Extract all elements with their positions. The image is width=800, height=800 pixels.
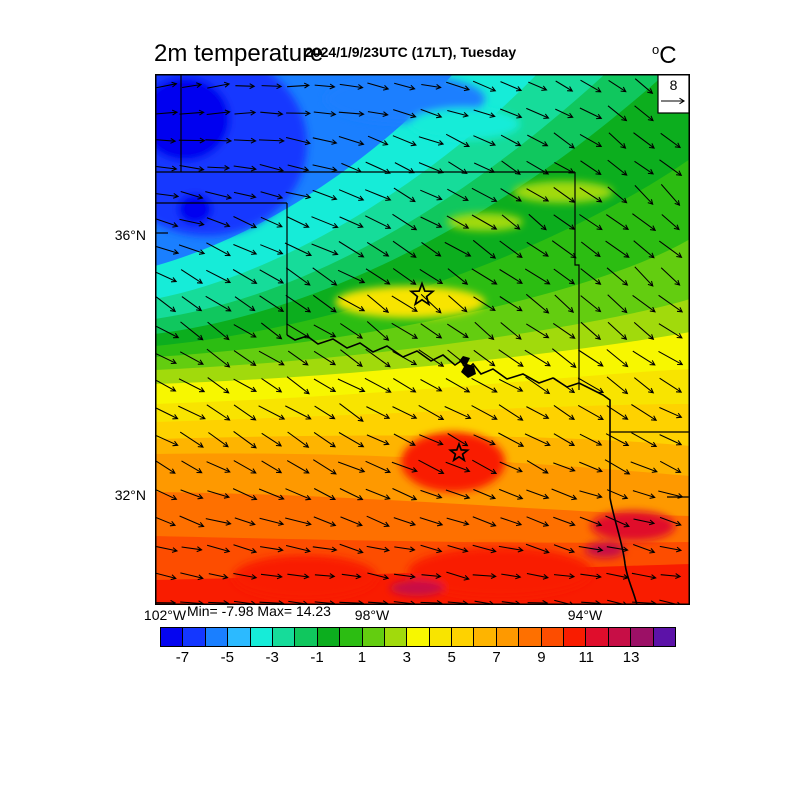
colorbar-cell <box>294 627 318 647</box>
colorbar-cell <box>204 627 229 647</box>
colorbar-cell <box>316 627 341 647</box>
colorbar-tick-label: -1 <box>310 649 324 666</box>
colorbar-tick-label: 3 <box>402 649 411 666</box>
wind-reference-box: 8 <box>657 74 690 114</box>
colorbar-cell <box>361 627 385 647</box>
colorbar-cell <box>630 627 654 647</box>
wind-reference-value: 8 <box>670 77 678 93</box>
colorbar-cell <box>473 627 497 647</box>
lake-texoma <box>459 356 476 378</box>
colorbar-tick-label: -3 <box>265 649 279 666</box>
temperature-map: 8 <box>155 74 690 605</box>
colorbar-cell <box>271 627 296 647</box>
lon-label-102w: 102°W <box>143 607 187 623</box>
colorbar <box>160 627 676 647</box>
colorbar-cell <box>652 627 676 647</box>
wind-reference-arrow-icon <box>661 97 686 105</box>
unit-label: oC <box>652 42 677 70</box>
lat-label-32n: 32°N <box>114 487 146 503</box>
star-marker-south <box>448 441 470 463</box>
colorbar-cell <box>383 627 408 647</box>
colorbar-tick-label: 1 <box>357 649 367 666</box>
colorbar-tick-label: 7 <box>492 649 501 666</box>
colorbar-cell <box>428 627 453 647</box>
colorbar-cell <box>563 627 587 647</box>
colorbar-cell <box>406 627 430 647</box>
colorbar-tick-label: 13 <box>622 649 640 666</box>
colorbar-cell <box>339 627 363 647</box>
temperature-field <box>155 74 690 605</box>
colorbar-cell <box>160 627 184 647</box>
colorbar-cell <box>249 627 273 647</box>
colorbar-cell <box>451 627 475 647</box>
state-borders <box>155 74 690 498</box>
lon-label-94w: 94°W <box>567 607 603 623</box>
colorbar-cell <box>518 627 542 647</box>
red-river-border <box>286 334 638 605</box>
map-frame <box>155 74 690 605</box>
min-max-label: Min= -7.98 Max= 14.23 <box>187 603 331 619</box>
colorbar-tick-label: 9 <box>537 649 546 666</box>
lon-label-98w: 98°W <box>354 607 390 623</box>
colorbar-cell <box>607 627 632 647</box>
lat-label-36n: 36°N <box>114 227 146 243</box>
colorbar-tick-label: -7 <box>175 649 190 666</box>
unit-base: C <box>659 42 677 69</box>
colorbar-cell <box>227 627 251 647</box>
colorbar-cell <box>495 627 520 647</box>
valid-time-label: 2024/1/9/23UTC (17LT), Tuesday <box>305 44 517 60</box>
unit-superscript: o <box>652 42 660 57</box>
colorbar-cell <box>585 627 609 647</box>
colorbar-cell <box>540 627 565 647</box>
star-marker-north <box>408 281 436 307</box>
colorbar-tick-label: 5 <box>447 649 456 666</box>
wind-vectors <box>155 78 684 605</box>
variable-title: 2m temperature <box>154 40 324 67</box>
colorbar-tick-label: 11 <box>578 649 595 666</box>
colorbar-cell <box>182 627 206 647</box>
colorbar-ticks: -7 -5 -3 -1 1 3 5 7 9 11 13 <box>160 649 676 667</box>
colorbar-tick-label: -5 <box>220 649 234 666</box>
